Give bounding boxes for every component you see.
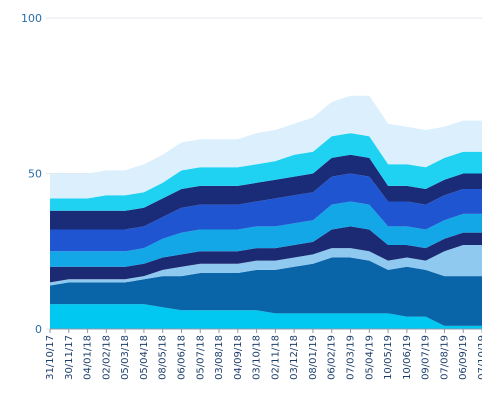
axis-layer: 0 50 100 31/10/17 30/11/17 04/01/18 02/02/18 05… xyxy=(21,12,482,380)
x-tick-label: 10/06/19 xyxy=(402,335,413,380)
x-tick-label: 05/07/18 xyxy=(195,335,206,380)
x-tick-label: 07/03/19 xyxy=(346,335,357,380)
area-series-6 xyxy=(50,173,482,252)
area-series-2 xyxy=(50,257,482,326)
x-tick-label: 06/06/18 xyxy=(176,335,187,380)
x-tick-label: 03/12/18 xyxy=(289,335,300,380)
y-tick-label: 0 xyxy=(35,323,42,336)
area-layer xyxy=(50,95,482,329)
x-tick-label: 03/10/18 xyxy=(252,335,263,380)
x-tick-label: 02/02/18 xyxy=(101,335,112,380)
x-tick-label: 06/02/19 xyxy=(327,335,338,380)
area-series-3 xyxy=(50,245,482,286)
area-series-4 xyxy=(50,226,482,283)
y-tick-label: 50 xyxy=(28,168,42,181)
x-tick-label: 10/05/19 xyxy=(383,335,394,380)
x-tick-label: 07/08/19 xyxy=(439,335,450,380)
x-tick-label: 05/04/19 xyxy=(364,335,375,380)
x-tick-label: 05/04/18 xyxy=(139,335,150,380)
area-series-7 xyxy=(50,154,482,230)
x-tick-label: 04/01/18 xyxy=(83,335,94,380)
x-tick-label: 02/11/18 xyxy=(270,335,281,380)
x-tick-label: 06/09/19 xyxy=(458,335,469,380)
x-tick-label: 31/10/17 xyxy=(45,335,56,380)
y-tick-label: 100 xyxy=(21,12,42,25)
area-series-5 xyxy=(50,201,482,267)
x-tick-label: 09/07/19 xyxy=(421,335,432,380)
x-tick-label: 03/08/18 xyxy=(214,335,225,380)
area-series-9 xyxy=(50,95,482,199)
x-tick-label: 08/01/19 xyxy=(308,335,319,380)
x-tick-label: 08/05/18 xyxy=(158,335,169,380)
area-series-8 xyxy=(50,133,482,211)
x-tick-label: 04/09/18 xyxy=(233,335,244,380)
area-series-1 xyxy=(50,304,482,329)
x-tick-label: 05/03/18 xyxy=(120,335,131,380)
x-tick-label: 07/10/19 xyxy=(477,335,482,380)
x-tick-label: 30/11/17 xyxy=(64,335,75,380)
